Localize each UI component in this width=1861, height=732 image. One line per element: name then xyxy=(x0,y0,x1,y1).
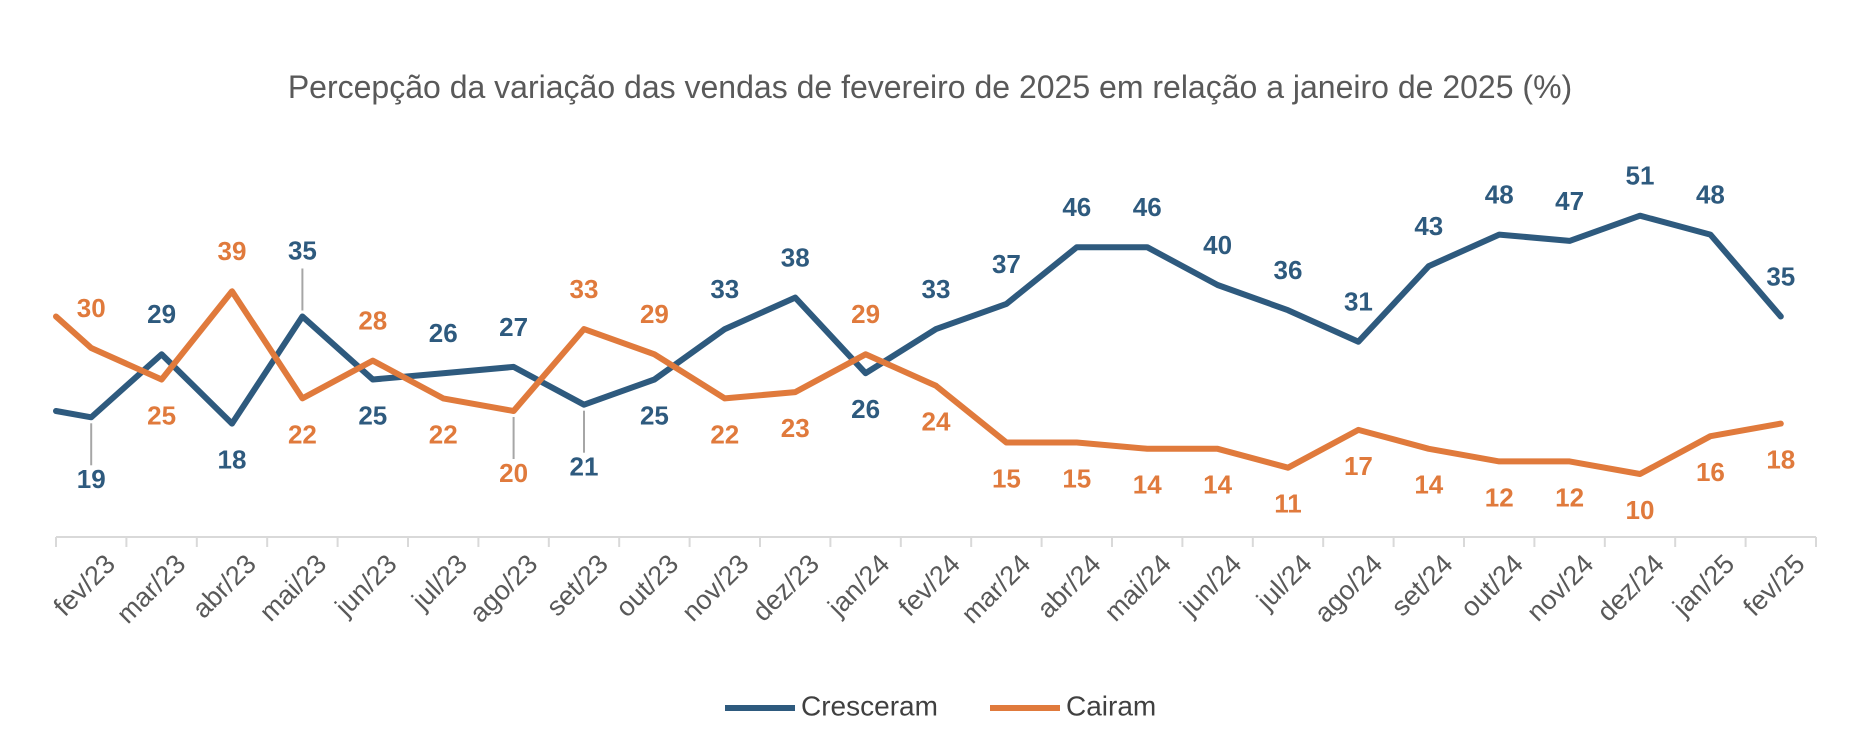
legend-label: Cresceram xyxy=(801,690,938,721)
data-label-cresceram: 37 xyxy=(992,249,1021,279)
x-tick-label: abr/24 xyxy=(1031,549,1106,624)
data-label-cresceram: 35 xyxy=(288,235,317,265)
x-tick-label: set/24 xyxy=(1385,549,1458,622)
data-label-cairam: 16 xyxy=(1696,457,1725,487)
data-label-cresceram: 25 xyxy=(640,400,669,430)
data-label-cairam: 11 xyxy=(1274,489,1302,519)
data-label-cresceram: 40 xyxy=(1203,230,1232,260)
x-tick-label: fev/23 xyxy=(48,549,121,622)
data-label-cresceram: 46 xyxy=(1133,192,1162,222)
data-label-cairam: 10 xyxy=(1626,495,1655,525)
data-label-cairam: 24 xyxy=(922,407,951,437)
leader-lines xyxy=(90,268,585,466)
data-label-cairam: 15 xyxy=(1062,463,1091,493)
data-label-cresceram: 35 xyxy=(1766,261,1795,291)
data-label-cresceram: 29 xyxy=(147,299,176,329)
legend-label: Cairam xyxy=(1066,690,1156,721)
x-tick-label: mai/24 xyxy=(1098,549,1177,628)
x-tick-label: jan/25 xyxy=(1666,549,1740,623)
x-tick-label: jan/24 xyxy=(821,549,895,623)
legend: Cresceram Cairam xyxy=(725,690,1156,721)
data-label-cresceram: 48 xyxy=(1485,179,1514,209)
data-label-cairam: 18 xyxy=(1766,444,1795,474)
data-label-cairam: 23 xyxy=(781,413,810,443)
data-label-cresceram: 47 xyxy=(1555,186,1584,216)
x-tick-label: abr/23 xyxy=(186,549,261,624)
data-label-cairam: 12 xyxy=(1555,482,1584,512)
data-label-cresceram: 36 xyxy=(1274,255,1303,285)
x-tick-label: dez/24 xyxy=(1591,549,1670,628)
x-tick-label: nov/24 xyxy=(1521,549,1600,628)
x-tick-label: dez/23 xyxy=(746,549,825,628)
data-label-cresceram: 26 xyxy=(851,394,880,424)
data-label-cairam: 15 xyxy=(992,463,1021,493)
data-label-cairam: 22 xyxy=(710,419,739,449)
x-tick-label: out/24 xyxy=(1455,549,1529,623)
x-tick-label: nov/23 xyxy=(676,549,755,628)
data-label-cresceram: 48 xyxy=(1696,179,1725,209)
x-tick-label: out/23 xyxy=(610,549,684,623)
x-tick-label: ago/24 xyxy=(1309,549,1389,629)
x-tick-label: fev/25 xyxy=(1737,549,1810,622)
x-tick-label: jun/24 xyxy=(1173,549,1247,623)
data-label-cairam: 22 xyxy=(288,419,317,449)
series-lines xyxy=(53,212,1784,477)
data-label-cresceram: 33 xyxy=(710,274,739,304)
data-label-cresceram: 43 xyxy=(1414,211,1443,241)
data-label-cairam: 28 xyxy=(358,305,387,335)
data-label-cairam: 14 xyxy=(1414,470,1443,500)
x-tick-label: fev/24 xyxy=(893,549,966,622)
data-label-cresceram: 19 xyxy=(77,464,106,494)
data-label-cairam: 33 xyxy=(570,274,599,304)
legend-item-cresceram: Cresceram xyxy=(725,690,938,721)
data-label-cresceram: 51 xyxy=(1626,161,1655,191)
data-label-cresceram: 18 xyxy=(218,444,247,474)
data-label-cairam: 14 xyxy=(1133,470,1162,500)
chart-title: Percepção da variação das vendas de feve… xyxy=(288,69,1572,105)
data-label-cairam: 22 xyxy=(429,419,458,449)
data-label-cresceram: 38 xyxy=(781,242,810,272)
data-label-cairam: 39 xyxy=(218,236,247,266)
data-label-cairam: 20 xyxy=(499,458,528,488)
data-label-cairam: 12 xyxy=(1485,482,1514,512)
data-label-cresceram: 26 xyxy=(429,318,458,348)
data-labels: 19 29 18 35 25 26 27 21 25 33 38 26 33 37 46 46 40 36 31 43… xyxy=(77,161,1796,525)
legend-item-cairam: Cairam xyxy=(990,690,1156,721)
series-line-cresceram xyxy=(53,212,1784,427)
x-tick-label: jun/23 xyxy=(329,549,403,623)
data-label-cresceram: 33 xyxy=(922,274,951,304)
data-label-cairam: 14 xyxy=(1203,470,1232,500)
x-tick-label: ago/23 xyxy=(464,549,544,629)
data-label-cairam: 25 xyxy=(147,400,176,430)
data-label-cresceram: 21 xyxy=(570,452,599,482)
data-label-cairam: 29 xyxy=(640,299,669,329)
data-label-cresceram: 25 xyxy=(358,400,387,430)
data-label-cairam: 30 xyxy=(77,293,106,323)
data-label-cresceram: 27 xyxy=(499,312,528,342)
data-label-cresceram: 31 xyxy=(1344,287,1373,317)
series-line-cairam xyxy=(53,288,1784,477)
x-tick-label: mar/24 xyxy=(956,549,1037,630)
data-label-cairam: 29 xyxy=(851,299,880,329)
x-tick-label: set/23 xyxy=(541,549,614,622)
x-tick-label: mar/23 xyxy=(111,549,192,630)
x-tick-label: jul/23 xyxy=(405,549,473,617)
data-label-cairam: 17 xyxy=(1344,451,1373,481)
data-label-cresceram: 46 xyxy=(1062,192,1091,222)
x-tick-label: jul/24 xyxy=(1250,549,1318,617)
x-tick-label: mai/23 xyxy=(254,549,333,628)
